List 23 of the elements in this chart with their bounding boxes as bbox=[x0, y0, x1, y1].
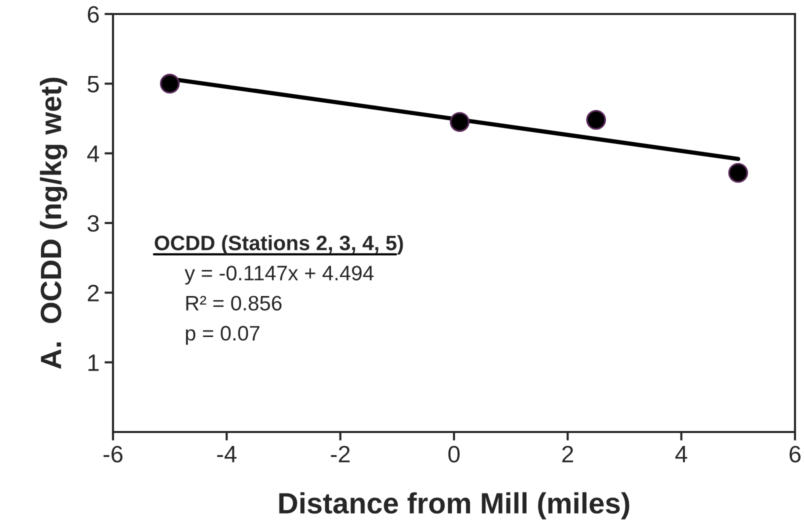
x-tick-label: 6 bbox=[790, 446, 801, 463]
x-tick-label: -4 bbox=[217, 446, 236, 462]
x-tick-label: -2 bbox=[330, 446, 350, 462]
point bbox=[586, 110, 606, 130]
annotation: OCDD (Stations 2, 3, 4, 5) bbox=[154, 235, 403, 254]
x-axis-title: Distance from Mill (miles) bbox=[279, 492, 630, 520]
y-tick-label: 1 bbox=[88, 354, 99, 371]
y-tick-label: 5 bbox=[88, 76, 99, 92]
annotation: p = 0.07 bbox=[186, 326, 260, 345]
x-tick-label: -6 bbox=[104, 446, 122, 463]
point bbox=[728, 162, 748, 183]
y-axis-title: A. OCDD (ng/kg wet) bbox=[40, 78, 68, 369]
annotation: y = -0.1147x + 4.494 bbox=[184, 266, 374, 285]
y-tick-label: 6 bbox=[88, 6, 99, 23]
y-tick-label: 4 bbox=[87, 146, 100, 162]
point bbox=[450, 112, 470, 132]
annotation: R² = 0.856 bbox=[186, 296, 282, 311]
point bbox=[160, 74, 180, 94]
x-tick-label: 2 bbox=[562, 446, 574, 462]
x-tick-label: 4 bbox=[675, 446, 688, 462]
y-tick-label: 3 bbox=[88, 215, 99, 232]
y-tick-label: 2 bbox=[88, 284, 99, 302]
x-tick-label: 0 bbox=[448, 446, 460, 463]
